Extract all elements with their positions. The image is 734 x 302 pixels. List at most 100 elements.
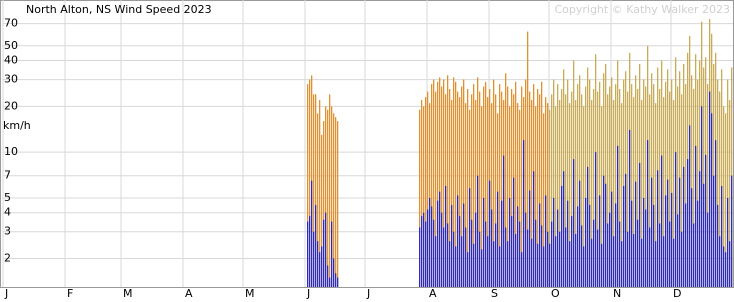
- bar: [563, 171, 565, 287]
- bar: [579, 180, 581, 287]
- bar: [427, 91, 429, 287]
- bar: [729, 100, 731, 287]
- bar: [327, 109, 329, 287]
- bar: [333, 113, 335, 287]
- bar: [719, 236, 721, 287]
- bar: [627, 231, 629, 287]
- bar: [601, 243, 603, 287]
- bar: [515, 233, 517, 287]
- bar: [471, 94, 473, 287]
- bar: [707, 212, 709, 287]
- bar: [613, 100, 615, 287]
- bar: [525, 212, 527, 287]
- bar: [583, 246, 585, 287]
- bar: [531, 100, 533, 287]
- bar: [701, 106, 703, 287]
- bar: [543, 246, 545, 287]
- bar: [713, 63, 715, 287]
- bar: [599, 195, 601, 287]
- bar: [569, 103, 571, 287]
- bar: [505, 227, 507, 287]
- bar: [475, 212, 477, 287]
- bar: [557, 209, 559, 287]
- x-tick-label: O: [551, 287, 560, 300]
- bar: [597, 229, 599, 287]
- bar: [575, 233, 577, 287]
- bar: [603, 175, 605, 287]
- x-tick-label: M: [245, 287, 255, 300]
- bar: [317, 113, 319, 287]
- bar: [575, 100, 577, 287]
- bar: [639, 162, 641, 287]
- y-tick-label: 5: [4, 191, 11, 204]
- bar: [631, 200, 633, 287]
- bar: [567, 200, 569, 287]
- bar: [315, 204, 317, 287]
- bar: [421, 216, 423, 287]
- bar: [669, 221, 671, 287]
- bar: [489, 180, 491, 287]
- bar: [681, 94, 683, 287]
- bar: [419, 227, 421, 287]
- bar: [679, 177, 681, 287]
- bar: [531, 238, 533, 287]
- bar: [325, 212, 327, 287]
- bar: [447, 223, 449, 287]
- bar: [693, 89, 695, 287]
- bar: [661, 155, 663, 287]
- bar: [419, 109, 421, 287]
- bar: [631, 84, 633, 287]
- bar: [493, 241, 495, 287]
- bar: [697, 200, 699, 287]
- bar: [589, 204, 591, 287]
- bar: [581, 225, 583, 287]
- bar: [623, 185, 625, 287]
- bar: [685, 84, 687, 287]
- bar: [485, 81, 487, 287]
- bar: [681, 231, 683, 287]
- bar: [559, 231, 561, 287]
- x-tick-label: A: [429, 287, 437, 300]
- bar: [529, 190, 531, 287]
- bar: [611, 191, 613, 287]
- bar: [665, 81, 667, 287]
- bar: [605, 183, 607, 287]
- x-tick-label: D: [673, 287, 681, 300]
- bar: [539, 94, 541, 287]
- bar: [337, 277, 339, 287]
- bar: [545, 97, 547, 287]
- bar: [687, 159, 689, 287]
- bar: [511, 216, 513, 287]
- bar: [313, 94, 315, 287]
- bar: [521, 86, 523, 288]
- bar: [331, 106, 333, 287]
- bar: [473, 84, 475, 287]
- bar: [463, 79, 465, 287]
- bar: [453, 77, 455, 287]
- bar: [547, 103, 549, 287]
- bar: [505, 73, 507, 287]
- bar: [523, 140, 525, 287]
- bar: [609, 212, 611, 287]
- bar: [503, 155, 505, 287]
- bar: [673, 100, 675, 287]
- bar: [317, 241, 319, 287]
- bar: [535, 219, 537, 287]
- bar: [547, 231, 549, 287]
- bar: [677, 214, 679, 287]
- chart-title: North Alton, NS Wind Speed 2023: [26, 3, 212, 16]
- bar: [519, 221, 521, 287]
- bar: [571, 91, 573, 287]
- bar: [595, 152, 597, 287]
- bar: [457, 91, 459, 287]
- bar: [699, 171, 701, 287]
- bar: [497, 191, 499, 287]
- bar: [643, 197, 645, 287]
- bar: [447, 75, 449, 288]
- bar: [685, 203, 687, 287]
- bar: [321, 134, 323, 287]
- bar: [709, 91, 711, 287]
- bar: [507, 241, 509, 287]
- bar: [451, 100, 453, 287]
- bar: [677, 86, 679, 288]
